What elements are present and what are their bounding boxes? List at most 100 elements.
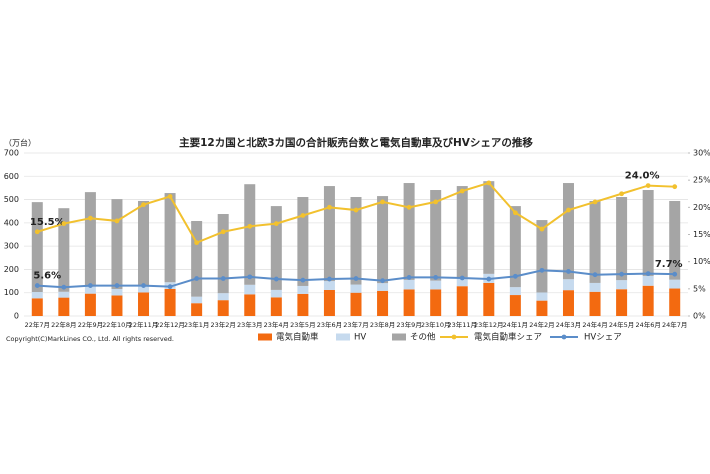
bar bbox=[323, 186, 335, 282]
bar bbox=[509, 206, 521, 288]
bar bbox=[31, 202, 43, 293]
legend-label: 電気自動車 bbox=[276, 332, 319, 343]
bar bbox=[217, 300, 229, 316]
marker bbox=[114, 283, 120, 288]
legend-swatch bbox=[451, 334, 457, 340]
x-tick-label: 22年9月 bbox=[78, 320, 103, 329]
marker bbox=[353, 276, 359, 281]
bar bbox=[217, 214, 229, 294]
x-tick-label: 24年6月 bbox=[635, 320, 660, 329]
y-axis-label: （万台） bbox=[4, 138, 36, 148]
bar bbox=[270, 206, 282, 290]
bar bbox=[642, 285, 654, 316]
marker bbox=[539, 267, 545, 273]
bar bbox=[642, 190, 654, 276]
bar bbox=[297, 197, 309, 286]
marker bbox=[194, 276, 200, 281]
bar bbox=[377, 283, 389, 291]
bar bbox=[111, 295, 123, 316]
bar bbox=[642, 275, 654, 286]
bar bbox=[84, 286, 96, 294]
bar bbox=[217, 293, 229, 301]
marker bbox=[194, 240, 200, 246]
y-tick-label: 600 bbox=[4, 172, 19, 181]
x-tick-label: 23年4月 bbox=[264, 320, 289, 329]
bar bbox=[138, 200, 150, 286]
bar bbox=[536, 300, 548, 316]
marker bbox=[34, 283, 40, 288]
chart-title: 主要12カ国と北欧3カ国の合計販売台数と電気自動車及びHVシェアの推移 bbox=[179, 136, 533, 149]
legend-label: 電気自動車シェア bbox=[474, 332, 542, 343]
marker bbox=[672, 271, 678, 277]
bar bbox=[669, 288, 681, 316]
bar bbox=[377, 290, 389, 316]
marker bbox=[619, 271, 624, 277]
x-tick-label: 23年8月 bbox=[370, 320, 395, 329]
x-tick-label: 22年7月 bbox=[25, 320, 50, 329]
legend-swatch bbox=[258, 333, 272, 341]
bar bbox=[403, 289, 415, 316]
marker bbox=[566, 269, 571, 274]
bar bbox=[589, 200, 601, 283]
marker bbox=[380, 278, 385, 284]
marker bbox=[114, 218, 120, 224]
bar bbox=[536, 220, 548, 293]
bar bbox=[164, 288, 176, 316]
marker bbox=[300, 277, 306, 283]
y2-tick-label: 15% bbox=[693, 230, 710, 239]
x-tick-label: 22年12月 bbox=[155, 320, 185, 329]
x-tick-label: 23年5月 bbox=[290, 320, 315, 329]
bar bbox=[138, 285, 150, 293]
bar bbox=[589, 291, 601, 316]
bar bbox=[616, 289, 628, 316]
x-tick-label: 24年1月 bbox=[503, 320, 528, 329]
marker bbox=[619, 191, 624, 197]
bar bbox=[84, 293, 96, 316]
x-tick-label: 23年10月 bbox=[421, 320, 451, 329]
marker bbox=[380, 199, 385, 205]
legend-label: その他 bbox=[410, 332, 436, 343]
bar bbox=[377, 196, 389, 284]
bar bbox=[58, 291, 70, 298]
x-tick-label: 23年2月 bbox=[210, 320, 235, 329]
x-tick-label: 22年8月 bbox=[51, 320, 76, 329]
bar bbox=[483, 282, 495, 316]
bar bbox=[31, 298, 43, 316]
bar bbox=[31, 292, 43, 299]
bar bbox=[111, 199, 123, 289]
bar bbox=[244, 284, 256, 295]
marker bbox=[220, 229, 226, 235]
legend-label: HV bbox=[354, 333, 366, 343]
bar bbox=[270, 297, 282, 316]
marker bbox=[141, 202, 146, 208]
x-tick-label: 24年2月 bbox=[529, 320, 554, 329]
bar bbox=[297, 285, 309, 294]
marker bbox=[512, 210, 518, 216]
x-tick-label: 24年3月 bbox=[556, 320, 581, 329]
bar bbox=[509, 287, 521, 296]
marker bbox=[300, 213, 306, 218]
marker bbox=[327, 276, 332, 282]
bar bbox=[58, 297, 70, 316]
x-tick-label: 23年9月 bbox=[396, 320, 421, 329]
bar bbox=[456, 286, 468, 316]
bar bbox=[84, 192, 96, 287]
marker bbox=[34, 229, 40, 235]
y-tick-label: 0 bbox=[14, 312, 19, 321]
marker bbox=[220, 276, 226, 281]
bar bbox=[191, 303, 203, 316]
y2-tick-label: 25% bbox=[693, 176, 710, 185]
marker bbox=[247, 223, 253, 229]
bar bbox=[297, 293, 309, 316]
bar bbox=[111, 288, 123, 296]
footnote: Copyright(C)MarkLines CO., Ltd. All righ… bbox=[6, 335, 174, 343]
marker bbox=[61, 221, 67, 227]
bar bbox=[191, 220, 203, 297]
y2-tick-label: 10% bbox=[693, 257, 710, 266]
bar bbox=[350, 292, 362, 316]
y2-tick-label: 5% bbox=[693, 284, 706, 293]
marker bbox=[486, 180, 492, 186]
legend-swatch bbox=[336, 333, 350, 341]
y2-tick-label: 30% bbox=[693, 149, 710, 158]
bar bbox=[562, 183, 574, 280]
